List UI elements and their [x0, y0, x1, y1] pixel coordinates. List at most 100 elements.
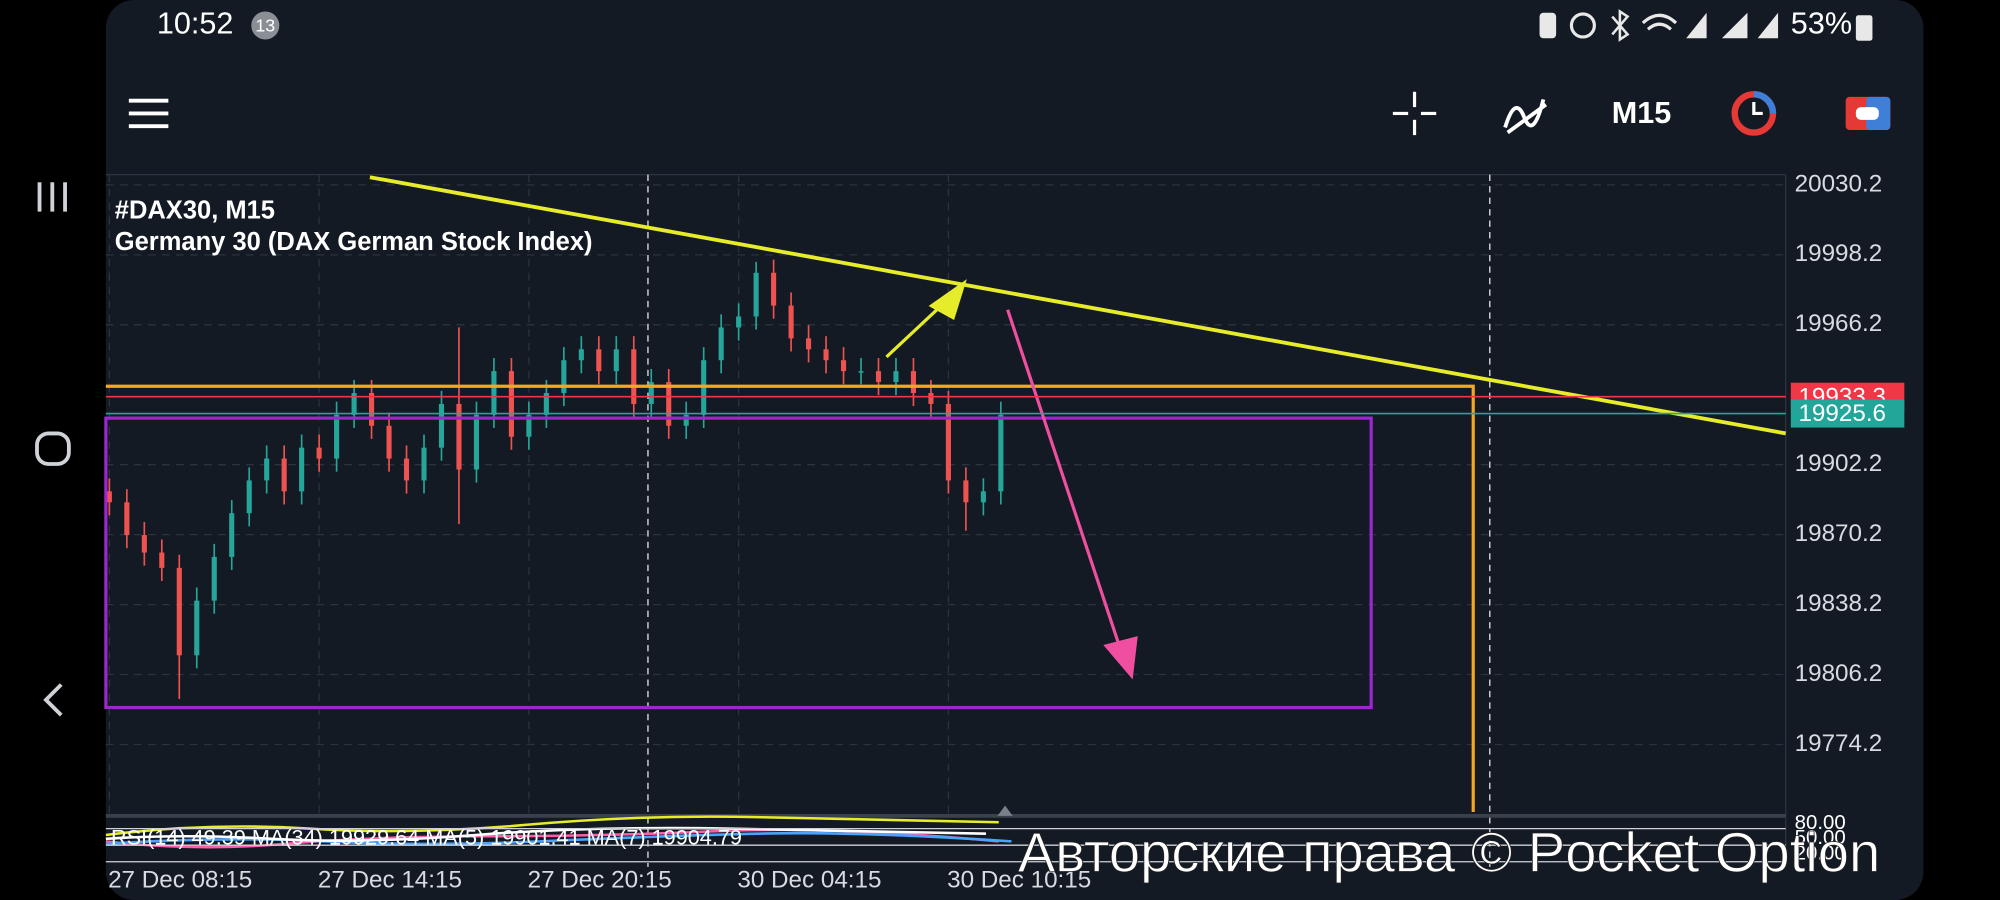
notification-badge: [251, 11, 280, 40]
app-bg: [105, 0, 1924, 900]
indicator-label: RSI(14) 49.39 MA(34) 19929.64 MA(5) 1990…: [111, 825, 742, 850]
candle-body: [736, 316, 742, 328]
y-tick-label: 19774.2: [1795, 730, 1883, 757]
crosshair-button[interactable]: [1392, 91, 1437, 136]
price-tag-label: 19925.6: [1798, 400, 1886, 427]
candle-body: [229, 513, 235, 557]
y-tick-label: 19966.2: [1795, 310, 1883, 337]
candle-body: [718, 327, 724, 361]
trade-button[interactable]: [1845, 96, 1891, 131]
notification-count: 13: [255, 15, 275, 35]
arrow-down: [1006, 309, 1122, 649]
candle-body: [543, 392, 549, 415]
candle-body: [508, 371, 514, 437]
y-tick-label: 20030.2: [1795, 170, 1883, 197]
candle-body: [858, 371, 864, 373]
candle-body: [159, 552, 165, 568]
candle-body: [141, 535, 147, 553]
chart-subtitle: Germany 30 (DAX German Stock Index): [115, 228, 593, 256]
candle-body: [386, 425, 392, 459]
x-tick-label: 27 Dec 20:15: [528, 866, 672, 893]
candle-body: [369, 392, 375, 426]
watermark: Авторские права © Pocket Option: [1018, 820, 1880, 883]
candle-body: [648, 382, 654, 404]
candle-body: [473, 414, 479, 470]
indicators-button[interactable]: [1503, 98, 1548, 135]
icon: [1611, 9, 1630, 42]
candle-body: [264, 458, 270, 481]
candle-body: [124, 502, 130, 536]
candle-body: [980, 491, 986, 503]
chart-title: #DAX30, M15: [115, 196, 275, 224]
candle-body: [578, 349, 584, 361]
candle-body: [683, 414, 689, 426]
trend-line: [369, 175, 1787, 436]
home-button[interactable]: [35, 431, 71, 466]
candle-body: [211, 556, 217, 601]
labels: 20030.2 19998.2 19966.2 19902.2 19870.2 19838…: [105, 170, 1905, 757]
x-tick-label: 30 Dec 04:15: [737, 866, 881, 893]
rsi-level-label: 50.00: [1795, 827, 1846, 849]
candle-body: [823, 349, 829, 361]
candle-body: [299, 447, 305, 492]
level-line: [105, 384, 1475, 813]
status-icons: [1539, 9, 1873, 42]
candle-body: [421, 447, 427, 481]
arrow-down-head: [1103, 636, 1138, 680]
candle-body: [596, 349, 602, 372]
range-box: [104, 416, 1373, 710]
x-tick-label: 27 Dec 08:15: [108, 866, 252, 893]
candle-body: [998, 414, 1004, 492]
candle-body: [771, 272, 777, 306]
y-tick-label: 19902.2: [1795, 450, 1883, 477]
candle-body: [753, 272, 759, 317]
candle-body: [491, 371, 497, 415]
candle-body: [561, 360, 567, 393]
candle-body: [526, 414, 532, 437]
price-tag: [1790, 399, 1905, 428]
panel-handle[interactable]: [997, 805, 1013, 816]
battery-level: 53%: [1791, 7, 1852, 41]
candle-body: [788, 305, 794, 339]
candle-body: [613, 349, 619, 372]
battery-icon: [1855, 15, 1873, 41]
recent-apps-button[interactable]: [37, 182, 67, 212]
candle-body: [281, 458, 287, 492]
x-tick-label: 30 Dec 10:15: [947, 866, 1091, 893]
system-nav: [35, 182, 71, 717]
candle-body: [194, 600, 200, 656]
candle-body: [806, 338, 812, 350]
candle-body: [945, 403, 951, 481]
rsi-level-label: 80.00: [1795, 812, 1846, 834]
status-time: 10:52: [157, 7, 234, 41]
candle-body: [403, 458, 410, 481]
back-button[interactable]: [43, 683, 63, 717]
candle-body: [106, 491, 112, 503]
menu-button[interactable]: [128, 98, 169, 129]
icon: [1721, 12, 1748, 39]
y-tick-label: 19870.2: [1795, 520, 1883, 547]
candle-body: [666, 382, 672, 426]
y-tick-label: 19998.2: [1795, 240, 1883, 267]
candle-body: [351, 392, 357, 415]
candle-body: [456, 403, 462, 470]
timeframe-button[interactable]: M15: [1612, 96, 1672, 130]
candle-body: [631, 349, 637, 404]
y-tick-label: 19838.2: [1795, 590, 1883, 617]
x-axis: 27 Dec 08:15 27 Dec 14:15 27 Dec 20:15 30 D…: [108, 866, 1091, 893]
candle-body: [246, 480, 252, 514]
candle-body: [316, 447, 322, 459]
candle-body: [910, 371, 917, 393]
y-tick-label: 19806.2: [1795, 660, 1883, 687]
candle-body: [438, 403, 445, 448]
candle-body: [875, 371, 882, 383]
ma-line: [105, 815, 999, 837]
candle-body: [334, 414, 340, 459]
history-button[interactable]: [1731, 91, 1777, 136]
icon: [1641, 13, 1678, 31]
candles: [106, 259, 1004, 700]
rsi-line: [105, 826, 986, 842]
rsi-level-label: 20.00: [1795, 843, 1846, 865]
